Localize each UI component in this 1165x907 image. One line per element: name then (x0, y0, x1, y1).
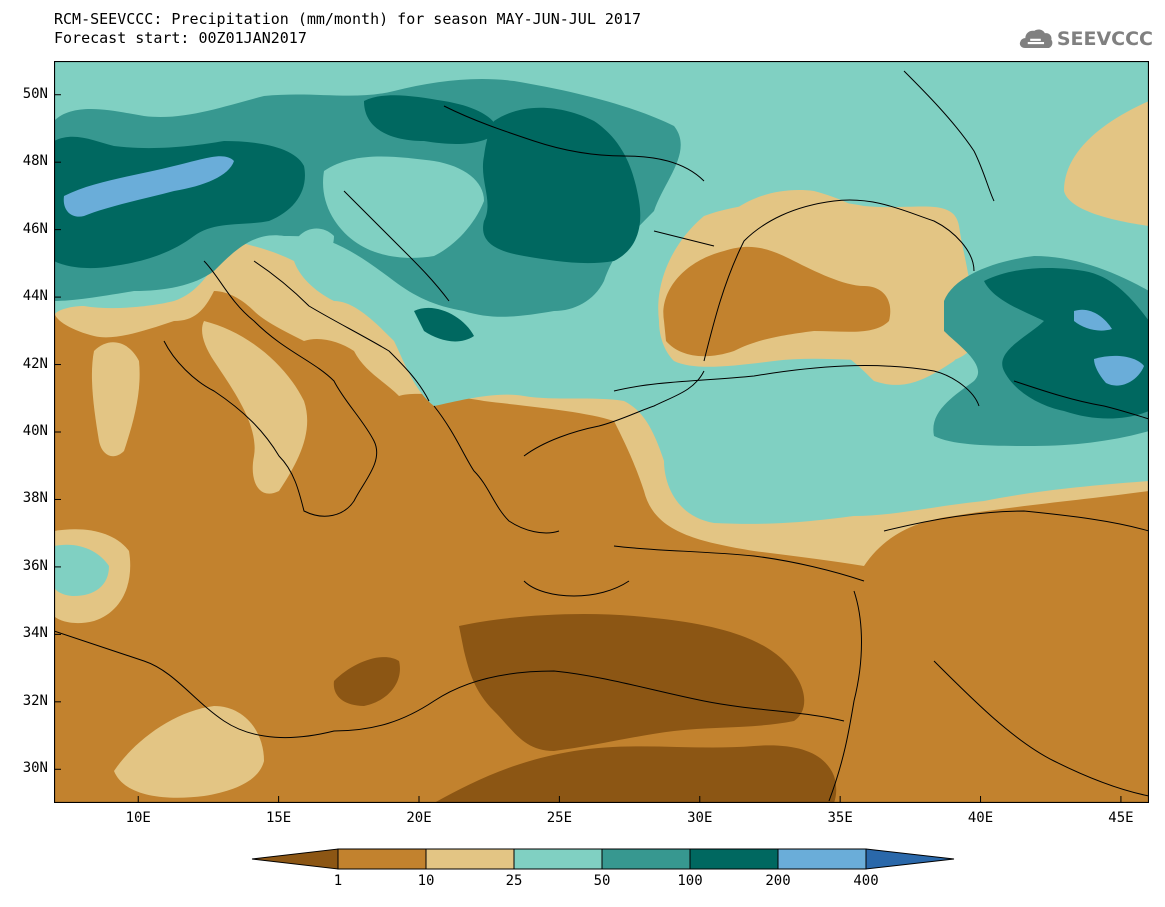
legend-label: 50 (593, 873, 611, 889)
field-50-100-pocket-1 (323, 156, 484, 258)
cloud-icon (1019, 29, 1053, 48)
legend-label: 400 (853, 873, 879, 889)
legend-colorbar (251, 848, 955, 870)
logo-text: SEEVCCC (1056, 28, 1153, 50)
field-50-100-tunisia (54, 544, 109, 596)
legend-swatch (513, 848, 603, 870)
title-line-2: Forecast start: 00Z01JAN2017 (54, 29, 307, 47)
chart-title: RCM-SEEVCCC: Precipitation (mm/month) fo… (54, 10, 641, 48)
seevccc-logo: SEEVCCC (1018, 22, 1153, 56)
field-25-50-southitaly (202, 321, 308, 494)
lon-tick-label: 15E (265, 810, 292, 826)
lon-tick-label: 35E (827, 810, 853, 826)
lon-tick-label: 20E (406, 810, 432, 826)
legend-label: 100 (677, 873, 703, 889)
field-25-50-sardinia (91, 342, 140, 457)
lat-tick-label: 48N (22, 153, 48, 170)
field-400-caucasus-1 (1074, 309, 1112, 331)
legend-swatch (601, 848, 691, 870)
legend-swatch (689, 848, 779, 870)
title-line-1: RCM-SEEVCCC: Precipitation (mm/month) fo… (54, 10, 641, 28)
legend-label: 25 (505, 873, 523, 889)
lat-tick-label: 44N (22, 288, 48, 305)
lat-tick-label: 40N (22, 423, 48, 439)
lat-tick-label: 32N (22, 692, 48, 709)
legend-label: 10 (417, 873, 435, 889)
legend-swatch (251, 848, 339, 870)
coastlines (54, 70, 1149, 802)
axis-ticks (54, 94, 1122, 803)
lon-tick-label: 40E (967, 810, 994, 826)
lat-tick-label: 36N (22, 557, 48, 574)
lon-tick-label: 25E (546, 810, 573, 826)
lon-tick-label: 30E (687, 810, 713, 826)
legend-label: 200 (765, 873, 791, 889)
lat-tick-label: 42N (22, 355, 48, 372)
field-25-50-libya (114, 706, 264, 798)
legend-swatch (865, 848, 955, 870)
field-50-100-pocket-2 (297, 228, 334, 261)
lat-tick-label: 34N (22, 625, 48, 642)
lat-tick-label: 38N (22, 490, 48, 507)
field-1-10-libya-egypt (333, 614, 837, 803)
map-canvas (54, 61, 1149, 803)
legend-swatch (337, 848, 427, 870)
lon-tick-label: 10E (125, 810, 151, 826)
field-10-25-blacksea (663, 246, 891, 357)
field-200-400 (54, 95, 1149, 419)
lat-tick-label: 50N (22, 85, 48, 102)
precipitation-map (54, 61, 1149, 803)
legend-swatch (425, 848, 515, 870)
lat-tick-label: 30N (22, 760, 48, 777)
lon-tick-label: 45E (1108, 810, 1134, 826)
field-400-caucasus-2 (1094, 355, 1144, 386)
field-400-alps (63, 156, 234, 217)
legend-label: 1 (333, 873, 343, 889)
lat-tick-label: 46N (22, 220, 48, 237)
legend-swatch (777, 848, 867, 870)
